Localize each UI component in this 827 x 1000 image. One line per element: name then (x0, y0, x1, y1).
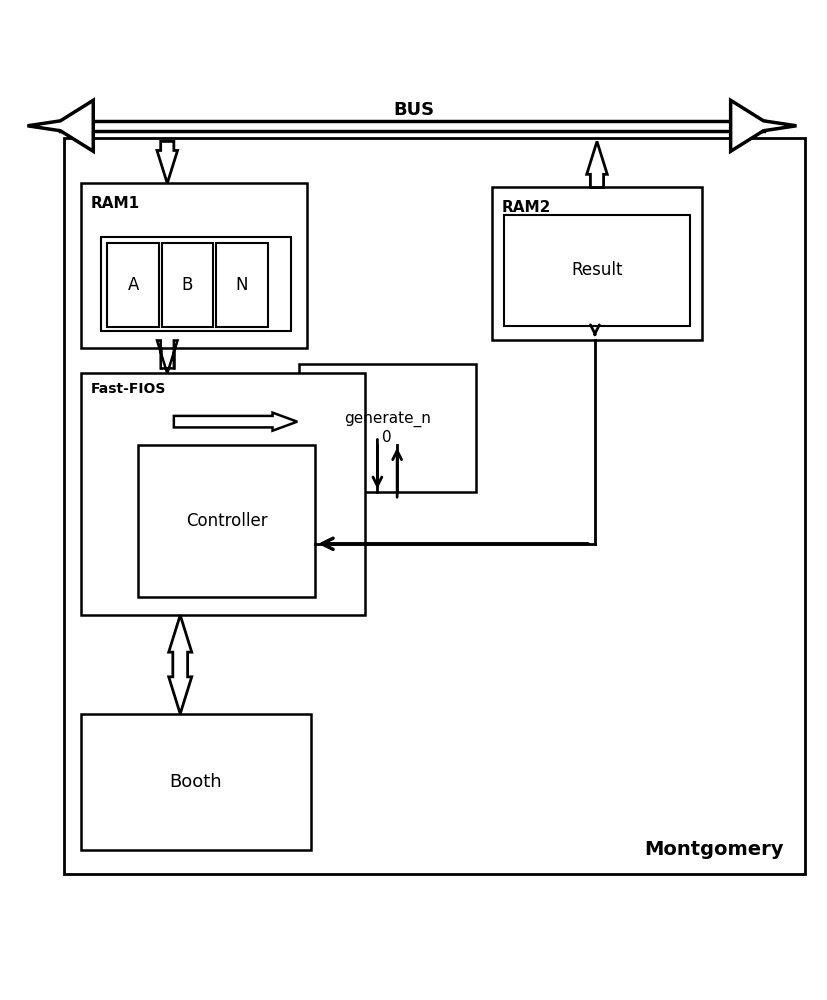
Bar (216, 243, 267, 327)
Bar (108, 243, 159, 327)
Text: A: A (127, 276, 139, 294)
Text: Booth: Booth (170, 773, 222, 791)
Text: B: B (181, 276, 193, 294)
Bar (161, 243, 213, 327)
Polygon shape (157, 141, 177, 183)
Polygon shape (169, 615, 192, 714)
Bar (81, 373, 364, 615)
Bar (65, 138, 804, 874)
Bar (138, 445, 315, 597)
Text: RAM1: RAM1 (91, 196, 140, 211)
Polygon shape (729, 100, 796, 151)
Text: Result: Result (571, 261, 622, 279)
Text: Fast-FIOS: Fast-FIOS (91, 382, 166, 396)
Text: RAM2: RAM2 (501, 200, 551, 215)
Bar (81, 183, 307, 348)
Polygon shape (27, 100, 93, 151)
Bar (504, 215, 689, 326)
Text: Controller: Controller (186, 512, 267, 530)
Bar (491, 187, 701, 340)
Polygon shape (174, 413, 297, 431)
Text: Montgomery: Montgomery (644, 840, 783, 859)
Bar (102, 237, 290, 331)
Text: BUS: BUS (393, 101, 434, 119)
Text: N: N (235, 276, 247, 294)
Bar (81, 714, 311, 850)
Bar (299, 364, 475, 492)
Text: generate_n
0: generate_n 0 (343, 411, 430, 445)
Polygon shape (586, 141, 606, 187)
Polygon shape (157, 340, 177, 373)
